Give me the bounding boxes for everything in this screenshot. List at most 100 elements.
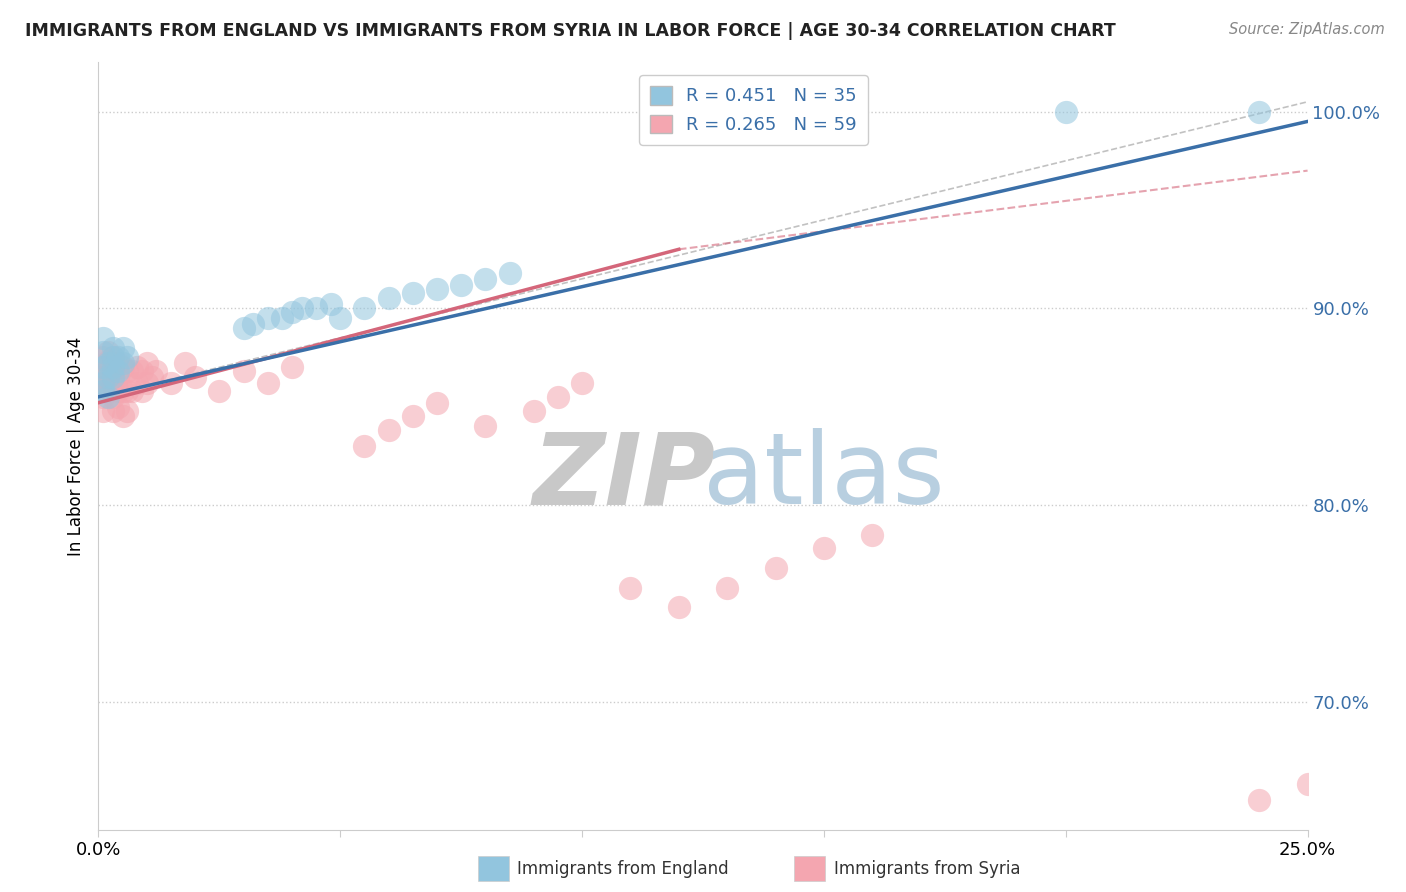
- Point: [813, 541, 835, 556]
- Point: [135, 356, 157, 370]
- Point: [107, 364, 129, 378]
- Point: [281, 305, 304, 319]
- Point: [353, 301, 375, 316]
- Point: [290, 301, 312, 316]
- Text: Immigrants from Syria: Immigrants from Syria: [834, 860, 1021, 878]
- Point: [97, 376, 120, 390]
- Point: [107, 400, 129, 414]
- Point: [101, 351, 124, 365]
- Point: [101, 341, 124, 355]
- Point: [91, 376, 114, 390]
- Point: [97, 370, 120, 384]
- Point: [160, 376, 183, 390]
- Point: [91, 360, 114, 375]
- Point: [97, 356, 120, 370]
- Point: [97, 390, 120, 404]
- Point: [426, 282, 449, 296]
- Point: [174, 356, 197, 370]
- Point: [474, 419, 496, 434]
- Point: [127, 360, 149, 375]
- Point: [281, 360, 304, 375]
- Point: [111, 384, 134, 398]
- Text: ZIP: ZIP: [533, 428, 716, 525]
- Point: [111, 360, 134, 375]
- Point: [1054, 104, 1077, 119]
- Point: [127, 376, 149, 390]
- Point: [97, 354, 120, 368]
- Point: [271, 311, 294, 326]
- Point: [474, 272, 496, 286]
- Point: [232, 364, 254, 378]
- Point: [101, 364, 124, 378]
- Point: [117, 403, 139, 417]
- Point: [305, 301, 328, 316]
- Point: [101, 403, 124, 417]
- Point: [319, 297, 342, 311]
- Point: [145, 364, 167, 378]
- Point: [571, 376, 593, 390]
- Point: [91, 370, 114, 384]
- Point: [117, 384, 139, 398]
- Point: [135, 376, 157, 390]
- Point: [107, 370, 129, 384]
- Point: [111, 409, 134, 424]
- Point: [377, 423, 399, 437]
- Point: [101, 376, 124, 390]
- Point: [232, 321, 254, 335]
- Point: [450, 277, 472, 292]
- Point: [91, 380, 114, 394]
- Point: [377, 292, 399, 306]
- Point: [111, 356, 134, 370]
- Point: [242, 317, 264, 331]
- Point: [97, 344, 120, 359]
- Point: [426, 395, 449, 409]
- Point: [101, 351, 124, 365]
- Point: [117, 351, 139, 365]
- Point: [141, 370, 163, 384]
- Point: [91, 351, 114, 365]
- Point: [107, 356, 129, 370]
- Point: [184, 370, 207, 384]
- Point: [402, 285, 425, 300]
- Point: [256, 311, 278, 326]
- Text: atlas: atlas: [703, 428, 945, 525]
- Point: [402, 409, 425, 424]
- Point: [256, 376, 278, 390]
- Point: [97, 364, 120, 378]
- Point: [1249, 104, 1271, 119]
- Point: [101, 370, 124, 384]
- Point: [329, 311, 352, 326]
- Point: [91, 384, 114, 398]
- Point: [131, 384, 153, 398]
- Point: [107, 351, 129, 365]
- Point: [117, 364, 139, 378]
- Point: [101, 390, 124, 404]
- Point: [91, 360, 114, 375]
- Text: Source: ZipAtlas.com: Source: ZipAtlas.com: [1229, 22, 1385, 37]
- Point: [101, 360, 124, 375]
- Point: [91, 331, 114, 345]
- Point: [91, 390, 114, 404]
- Point: [860, 527, 883, 541]
- Point: [97, 384, 120, 398]
- Point: [765, 561, 787, 575]
- Point: [668, 600, 690, 615]
- Point: [208, 384, 231, 398]
- Point: [353, 439, 375, 453]
- Point: [523, 403, 546, 417]
- Point: [1296, 777, 1319, 791]
- Point: [1249, 793, 1271, 807]
- Point: [498, 266, 520, 280]
- Point: [121, 364, 143, 378]
- Point: [91, 344, 114, 359]
- Point: [91, 403, 114, 417]
- Point: [121, 384, 143, 398]
- Point: [131, 364, 153, 378]
- Y-axis label: In Labor Force | Age 30-34: In Labor Force | Age 30-34: [66, 336, 84, 556]
- Point: [716, 581, 738, 595]
- Text: Immigrants from England: Immigrants from England: [517, 860, 730, 878]
- Point: [111, 341, 134, 355]
- Point: [619, 581, 641, 595]
- Point: [107, 384, 129, 398]
- Text: IMMIGRANTS FROM ENGLAND VS IMMIGRANTS FROM SYRIA IN LABOR FORCE | AGE 30-34 CORR: IMMIGRANTS FROM ENGLAND VS IMMIGRANTS FR…: [25, 22, 1116, 40]
